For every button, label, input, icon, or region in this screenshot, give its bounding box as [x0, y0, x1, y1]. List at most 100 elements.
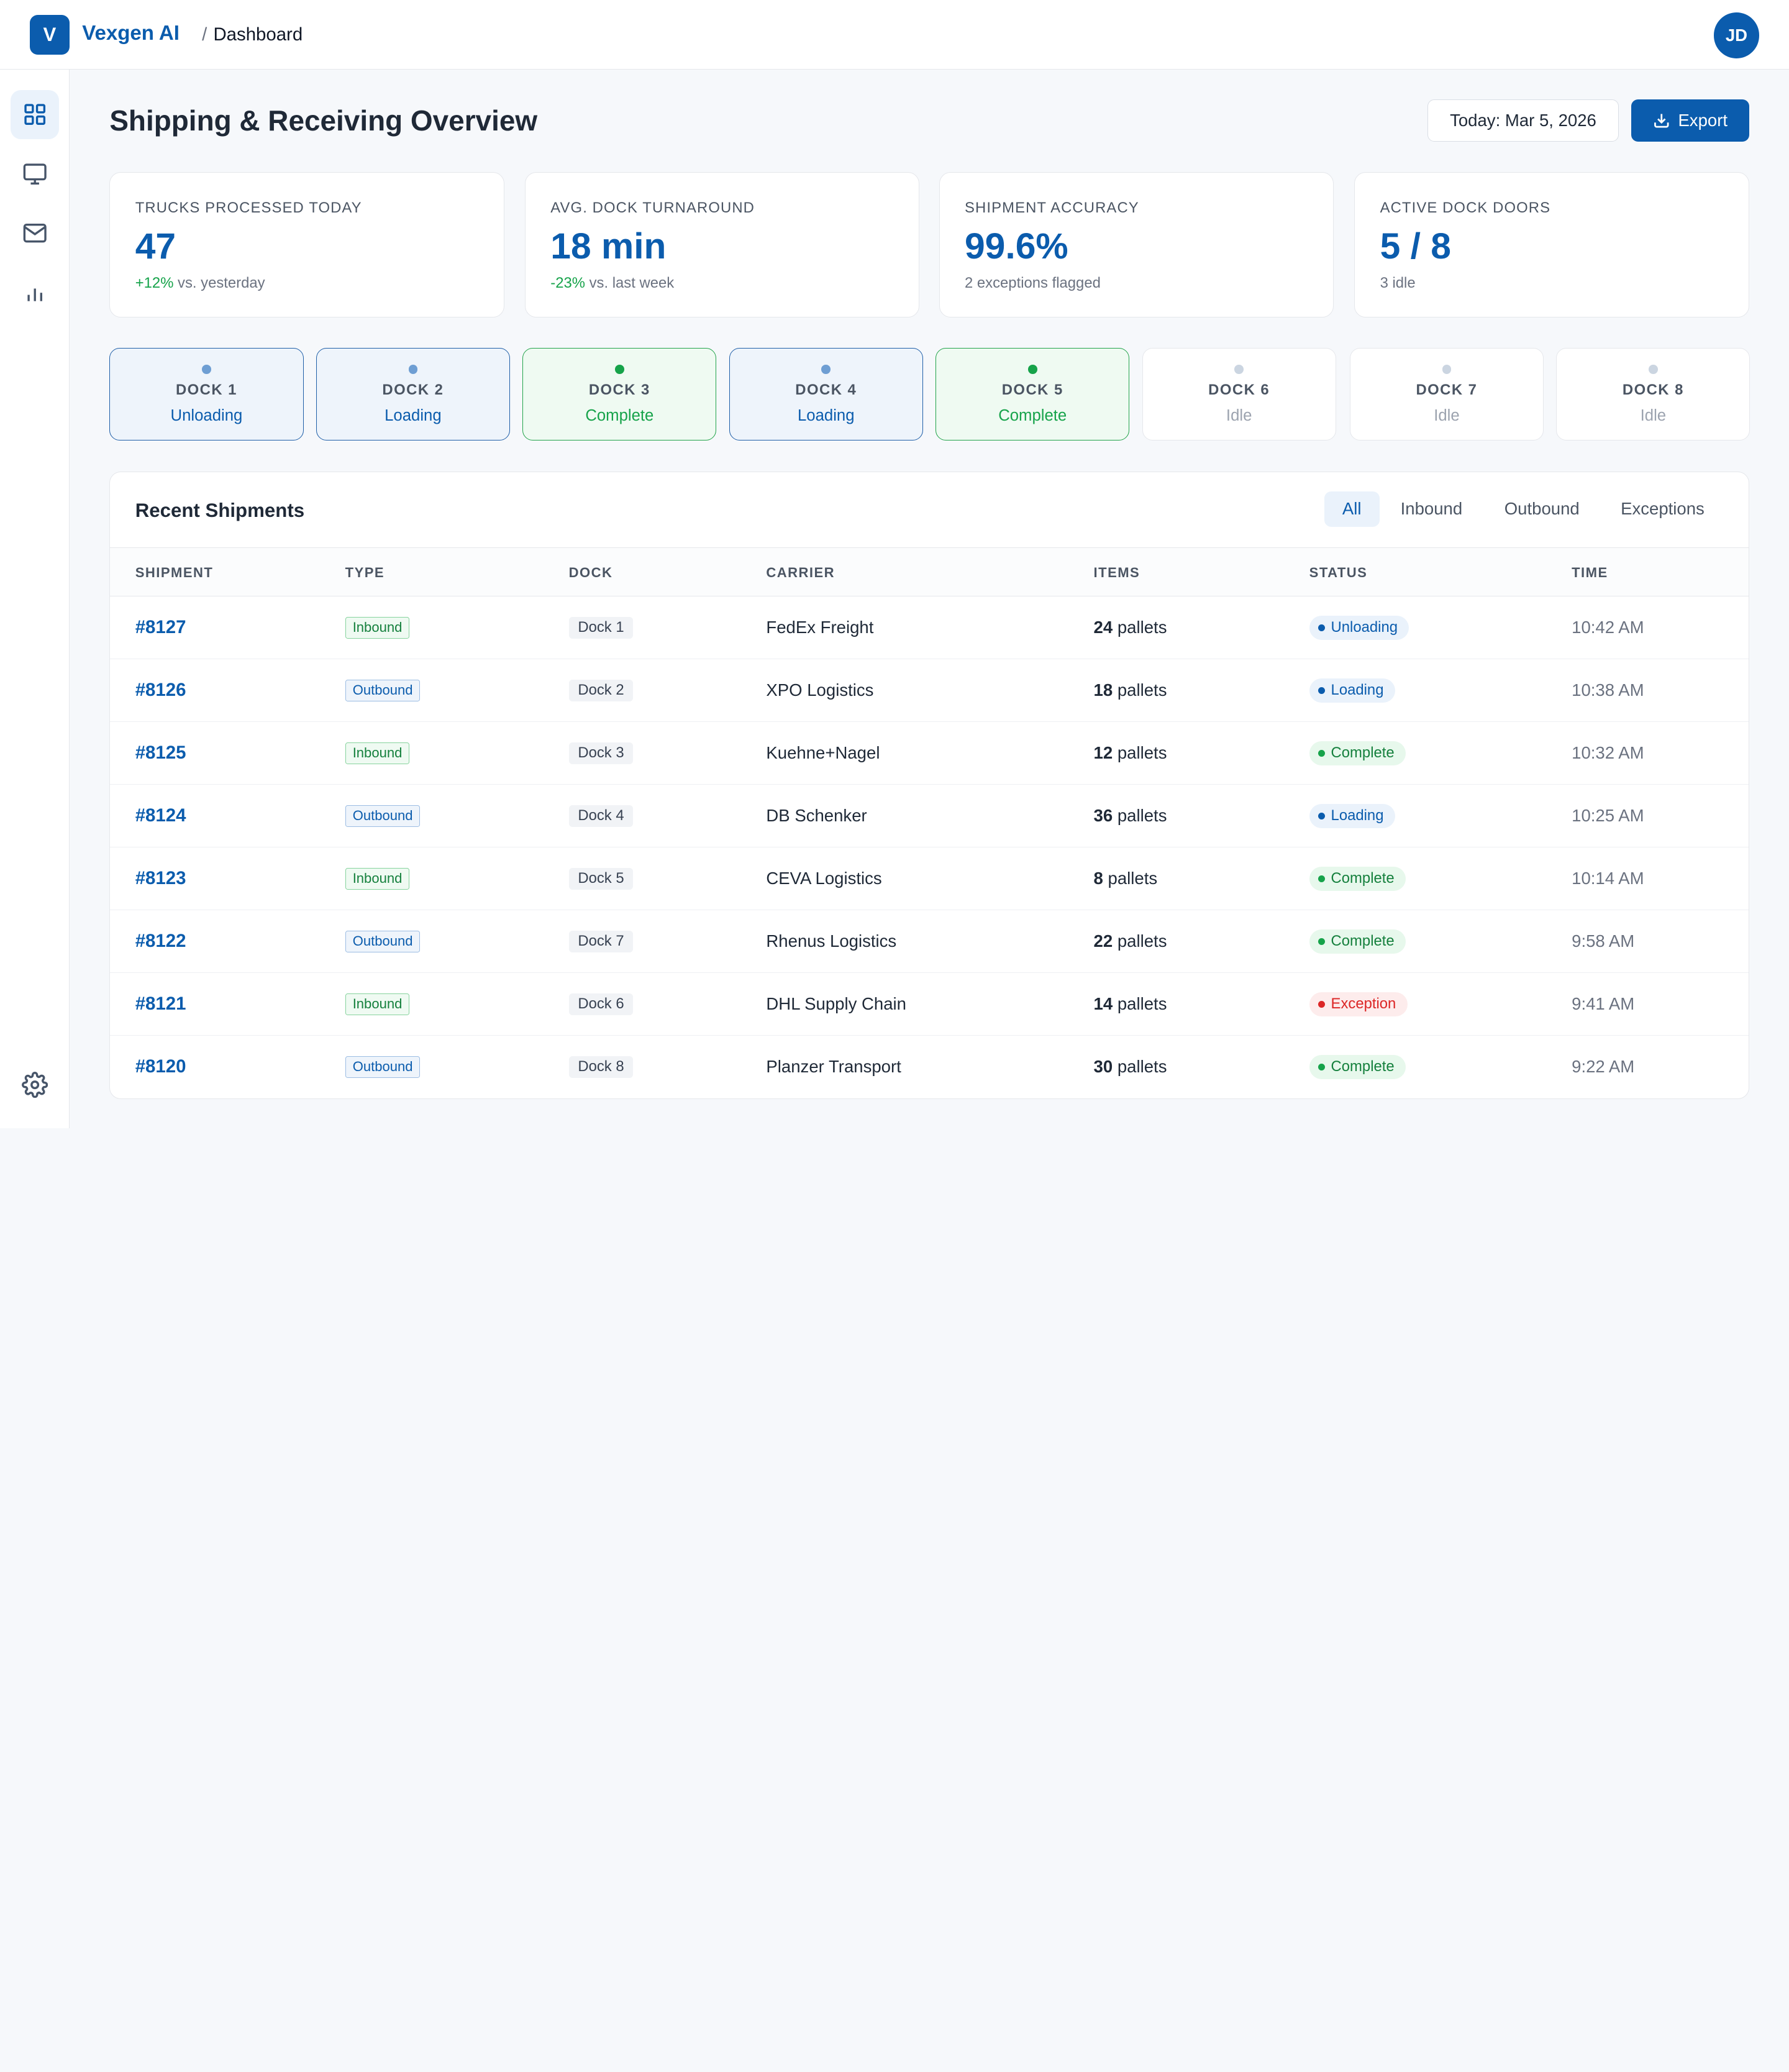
shipment-id-link[interactable]: #8125 [135, 742, 186, 764]
dock-status: Unloading [170, 406, 243, 424]
dock-tag: Dock 6 [568, 993, 634, 1016]
shipment-time: 10:42 AM [1572, 618, 1644, 637]
status-label: Complete [1331, 933, 1395, 950]
shipment-time: 9:22 AM [1572, 1057, 1635, 1077]
table-row[interactable]: #8122 Outbound Dock 7 Rhenus Logistics 22 pa… [110, 910, 1749, 973]
dock-tile-6[interactable]: DOCK 6 Idle [1142, 348, 1336, 440]
status-dot [1318, 624, 1326, 631]
kpi-sub-text: 3 idle [1380, 274, 1416, 291]
dock-tag: Dock 1 [568, 616, 634, 639]
filter-exceptions[interactable]: Exceptions [1621, 499, 1705, 519]
shipment-time: 10:14 AM [1572, 869, 1644, 888]
dock-tile-7[interactable]: DOCK 7 Idle [1349, 348, 1544, 440]
dock-tag: Dock 2 [568, 679, 634, 701]
status-badge: Unloading [1309, 615, 1409, 640]
type-tag: Inbound [345, 993, 410, 1016]
kpi-card-doors: ACTIVE DOCK DOORS 5 / 8 3 idle [1354, 172, 1749, 317]
shipment-id-link[interactable]: #8120 [135, 1056, 186, 1077]
item-unit: pallets [1113, 1057, 1167, 1077]
shipment-id-link[interactable]: #8123 [135, 868, 186, 889]
breadcrumb-separator: / [202, 24, 207, 45]
dock-status: Loading [385, 406, 442, 424]
column-header-status[interactable]: STATUS [1309, 565, 1368, 581]
status-dot [1318, 1063, 1326, 1070]
item-count: 18 [1093, 680, 1113, 700]
item-unit: pallets [1113, 931, 1167, 951]
item-unit: pallets [1113, 680, 1167, 700]
item-count: 8 [1093, 869, 1103, 888]
dock-status-dot [821, 364, 831, 374]
sidebar-item-reports[interactable] [11, 268, 60, 317]
status-badge: Complete [1309, 929, 1406, 954]
carrier-name: Rhenus Logistics [766, 931, 897, 951]
download-icon [1654, 114, 1669, 128]
column-header-time[interactable]: TIME [1572, 565, 1608, 581]
kpi-delta: -23% [550, 274, 585, 291]
status-dot [1318, 1000, 1326, 1008]
shipment-id-link[interactable]: #8122 [135, 931, 186, 952]
column-header-carrier[interactable]: CARRIER [766, 565, 835, 581]
status-label: Complete [1331, 870, 1395, 887]
status-dot [1318, 938, 1326, 945]
table-row[interactable]: #8124 Outbound Dock 4 DB Schenker 36 pallets… [110, 785, 1749, 847]
shipment-id-link[interactable]: #8126 [135, 680, 186, 701]
export-button[interactable]: Export [1631, 99, 1749, 142]
status-badge: Complete [1309, 1054, 1406, 1079]
dock-tile-8[interactable]: DOCK 8 Idle [1556, 348, 1750, 440]
kpi-delta: +12% [135, 274, 174, 291]
kpi-sub: 3 idle [1380, 275, 1416, 292]
kpi-sub: -23% vs. last week [550, 275, 674, 292]
carrier-name: XPO Logistics [766, 680, 874, 700]
dock-name: DOCK 8 [1622, 381, 1684, 399]
kpi-label: AVG. DOCK TURNAROUND [550, 199, 755, 216]
dock-tag: Dock 5 [568, 867, 634, 890]
dock-status-dot [1649, 364, 1658, 374]
column-header-dock[interactable]: DOCK [568, 565, 613, 581]
column-header-type[interactable]: TYPE [345, 565, 385, 581]
dock-tile-4[interactable]: DOCK 4 Loading [729, 348, 923, 440]
table-row[interactable]: #8120 Outbound Dock 8 Planzer Transport 30 p… [110, 1036, 1748, 1098]
item-count: 24 [1093, 618, 1113, 637]
status-label: Exception [1331, 995, 1396, 1013]
table-row[interactable]: #8126 Outbound Dock 2 XPO Logistics 18 palle… [110, 659, 1749, 722]
item-unit: pallets [1113, 743, 1167, 763]
table-row[interactable]: #8127 Inbound Dock 1 FedEx Freight 24 pallet… [110, 596, 1749, 659]
dock-tag: Dock 4 [568, 805, 634, 827]
dock-status-dot [614, 364, 624, 374]
logo-icon[interactable]: V [29, 14, 70, 55]
brand-name[interactable]: Vexgen AI [82, 21, 180, 45]
carrier-name: Planzer Transport [766, 1057, 901, 1077]
sidebar-item-dashboard[interactable] [10, 90, 60, 140]
filter-outbound[interactable]: Outbound [1504, 499, 1580, 519]
shipment-id-link[interactable]: #8121 [135, 993, 186, 1015]
dock-tag: Dock 7 [568, 930, 634, 952]
dock-tile-5[interactable]: DOCK 5 Complete [935, 348, 1130, 440]
column-header-shipment[interactable]: SHIPMENT [135, 565, 214, 581]
monitor-icon [23, 163, 47, 185]
date-button[interactable]: Today: Mar 5, 2026 [1427, 99, 1619, 142]
sidebar [0, 70, 70, 1129]
column-header-items[interactable]: ITEMS [1093, 565, 1140, 581]
table-row[interactable]: #8121 Inbound Dock 6 DHL Supply Chain 14 pal… [110, 973, 1749, 1036]
gear-icon[interactable] [21, 1071, 48, 1098]
kpi-sub: 2 exceptions flagged [965, 275, 1101, 292]
item-unit: pallets [1113, 994, 1167, 1014]
item-unit: pallets [1113, 618, 1167, 637]
shipment-id-link[interactable]: #8124 [135, 805, 186, 826]
filter-all[interactable]: All [1324, 491, 1380, 527]
avatar[interactable]: JD [1713, 12, 1760, 58]
table-row[interactable]: #8125 Inbound Dock 3 Kuehne+Nagel 12 pallets… [110, 722, 1749, 785]
status-dot [1318, 749, 1326, 757]
shipment-time: 9:41 AM [1572, 994, 1635, 1014]
filter-inbound[interactable]: Inbound [1400, 499, 1463, 519]
dock-tile-2[interactable]: DOCK 2 Loading [316, 348, 510, 440]
sidebar-item-messages[interactable] [11, 209, 60, 258]
dock-name: DOCK 1 [175, 381, 237, 399]
dock-tile-1[interactable]: DOCK 1 Unloading [109, 348, 304, 440]
sidebar-item-monitor[interactable] [11, 150, 60, 199]
type-tag: Outbound [345, 679, 421, 701]
table-header: SHIPMENT TYPE DOCK CARRIER ITEMS STATUS … [110, 547, 1749, 596]
table-row[interactable]: #8123 Inbound Dock 5 CEVA Logistics 8 pallet… [110, 847, 1749, 910]
dock-tile-3[interactable]: DOCK 3 Complete [522, 348, 717, 440]
shipment-id-link[interactable]: #8127 [135, 617, 186, 638]
